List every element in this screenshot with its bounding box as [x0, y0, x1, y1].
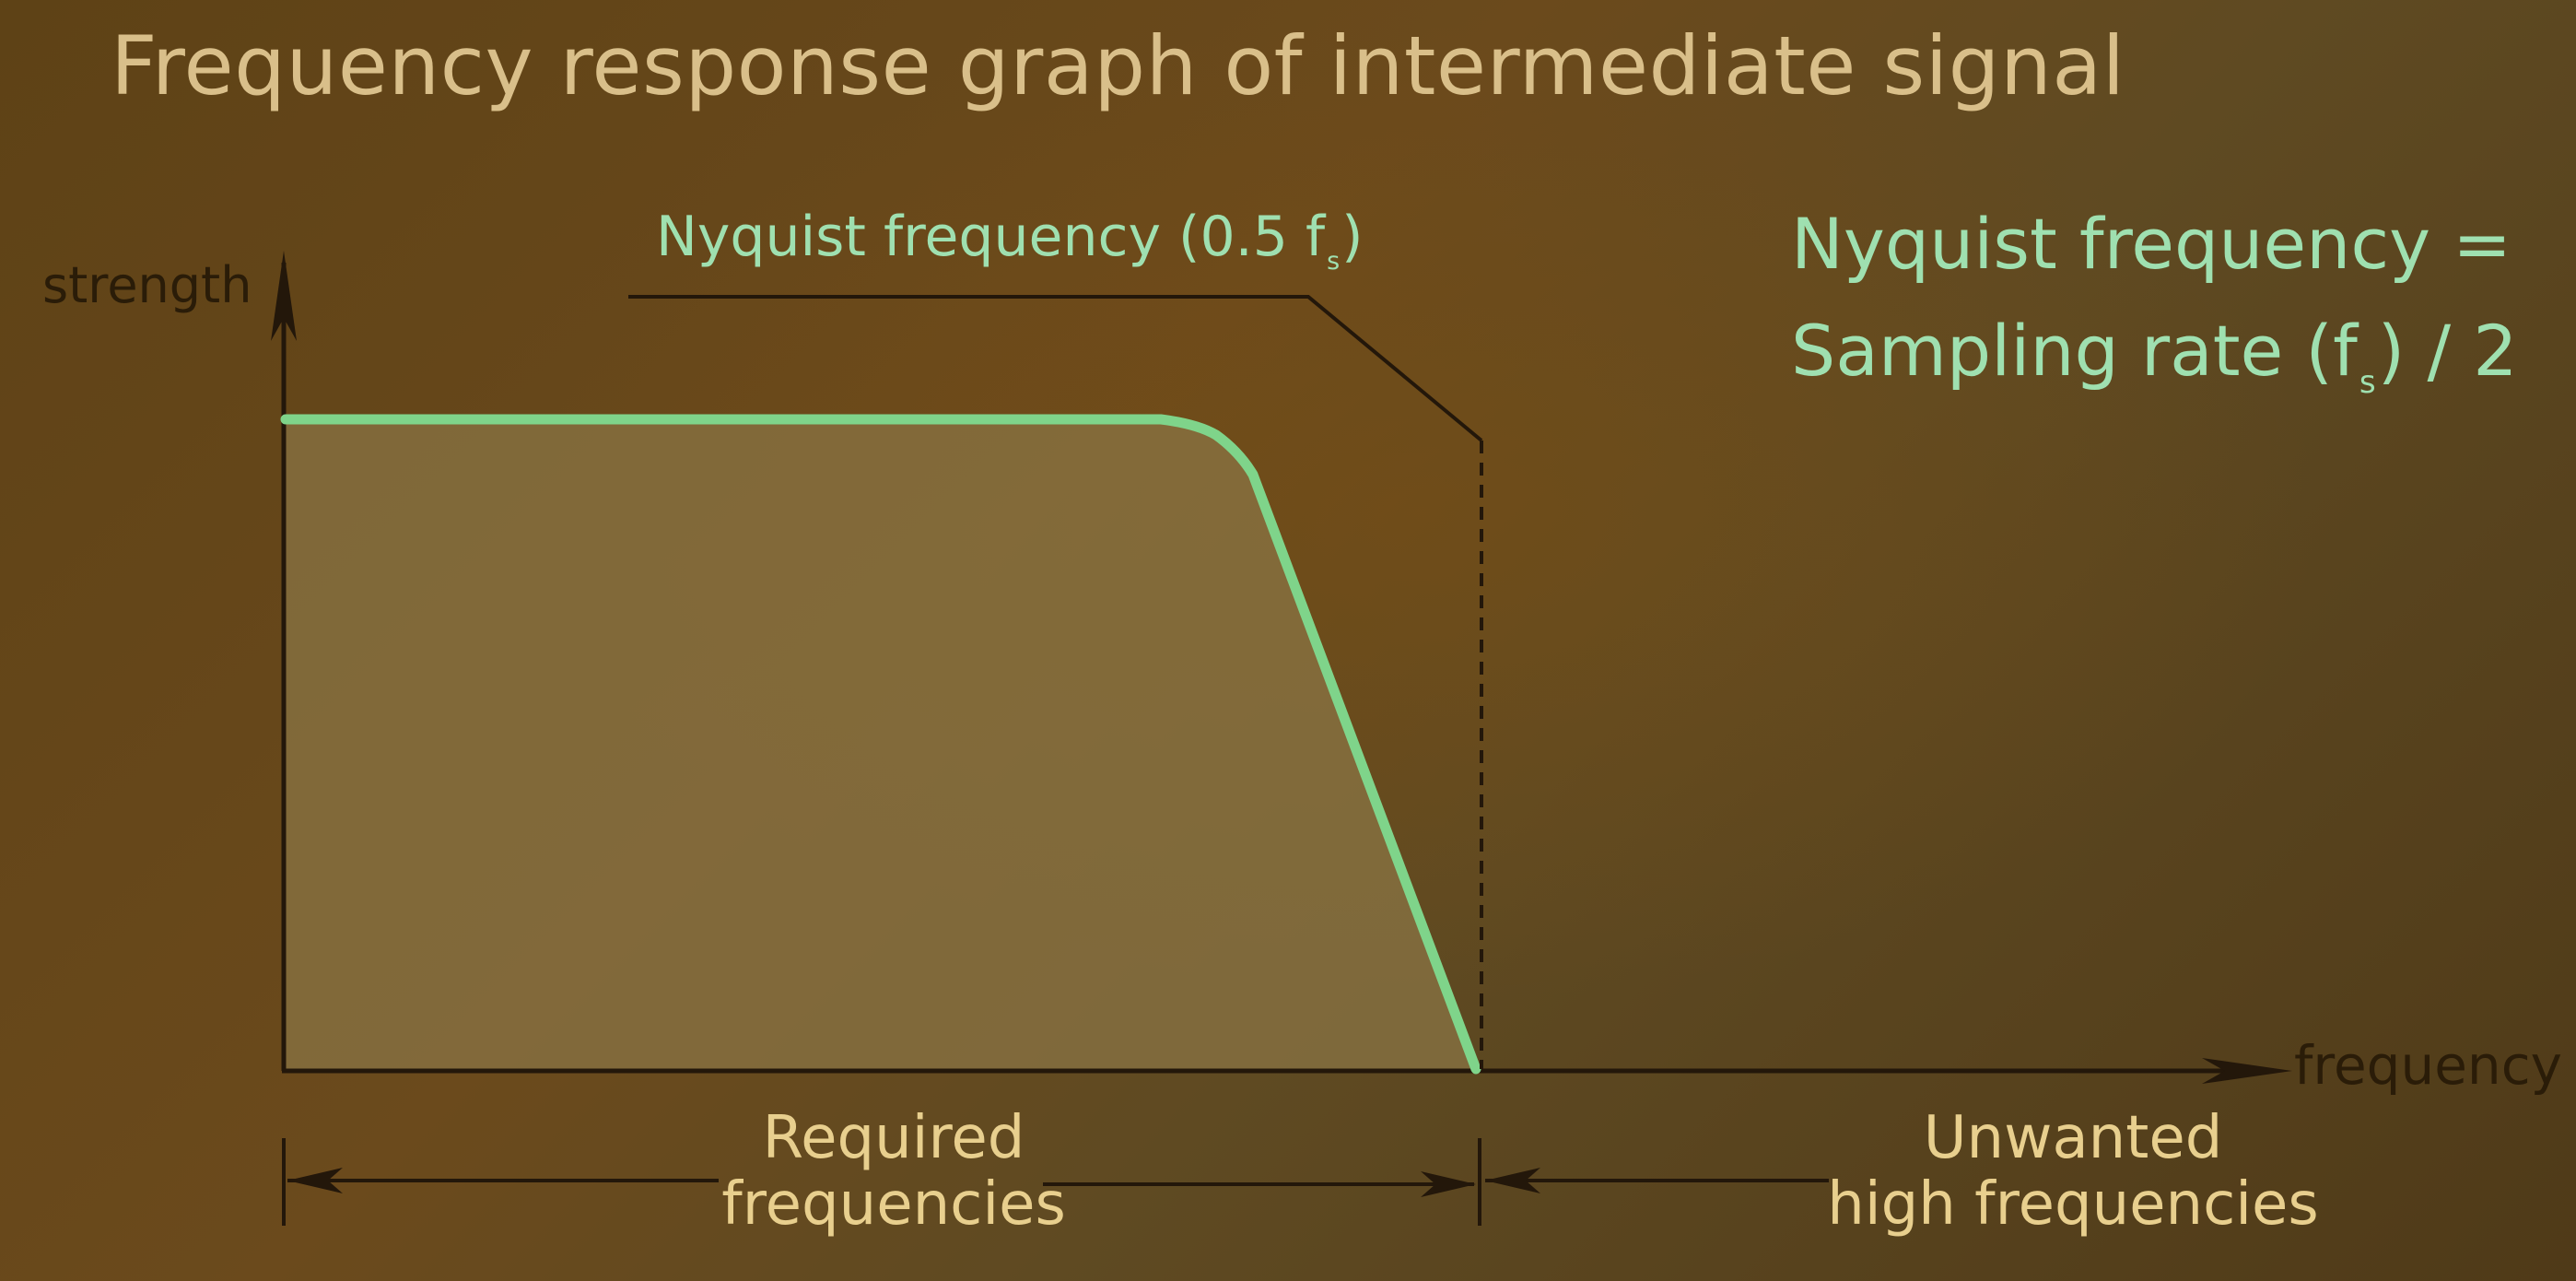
required-label-line-2: frequencies	[721, 1169, 1066, 1239]
formula-line-1: Nyquist frequency =	[1791, 203, 2512, 285]
response-curve	[280, 414, 1481, 1075]
unwanted-frequencies-label: Unwanted high frequencies	[1824, 1104, 2322, 1239]
formula-line-2-post: ) / 2	[2377, 310, 2518, 392]
required-frequencies-label: Required frequencies	[700, 1104, 1087, 1239]
unwanted-arrowhead	[1485, 1168, 1540, 1193]
unwanted-label-line-1: Unwanted	[1923, 1104, 2223, 1172]
nyquist-callout-text: Nyquist frequency (0.5 f	[656, 205, 1326, 269]
y-axis-arrowhead	[271, 251, 297, 341]
slide-title: Frequency response graph of intermediate…	[111, 18, 2125, 113]
nyquist-callout-label: Nyquist frequency (0.5 fs)	[656, 205, 1364, 276]
nyquist-callout-close: )	[1341, 205, 1364, 269]
formula-line-2-pre: Sampling rate (f	[1791, 310, 2358, 392]
x-axis-arrowhead	[2202, 1058, 2292, 1084]
formula-subscript: s	[2359, 363, 2376, 401]
required-arrowhead-right	[1421, 1171, 1476, 1197]
required-arrowhead-left	[287, 1168, 343, 1193]
nyquist-callout-line	[628, 295, 1483, 442]
required-label-line-1: Required	[762, 1104, 1025, 1172]
x-axis-label: frequency	[2294, 1034, 2562, 1097]
unwanted-label-line-2: high frequencies	[1827, 1169, 2319, 1239]
y-axis-label: strength	[42, 256, 252, 314]
nyquist-callout-subscript: s	[1327, 246, 1341, 276]
formula-line-2: Sampling rate (fs) / 2	[1791, 310, 2518, 401]
passband-fill	[284, 419, 1476, 1069]
